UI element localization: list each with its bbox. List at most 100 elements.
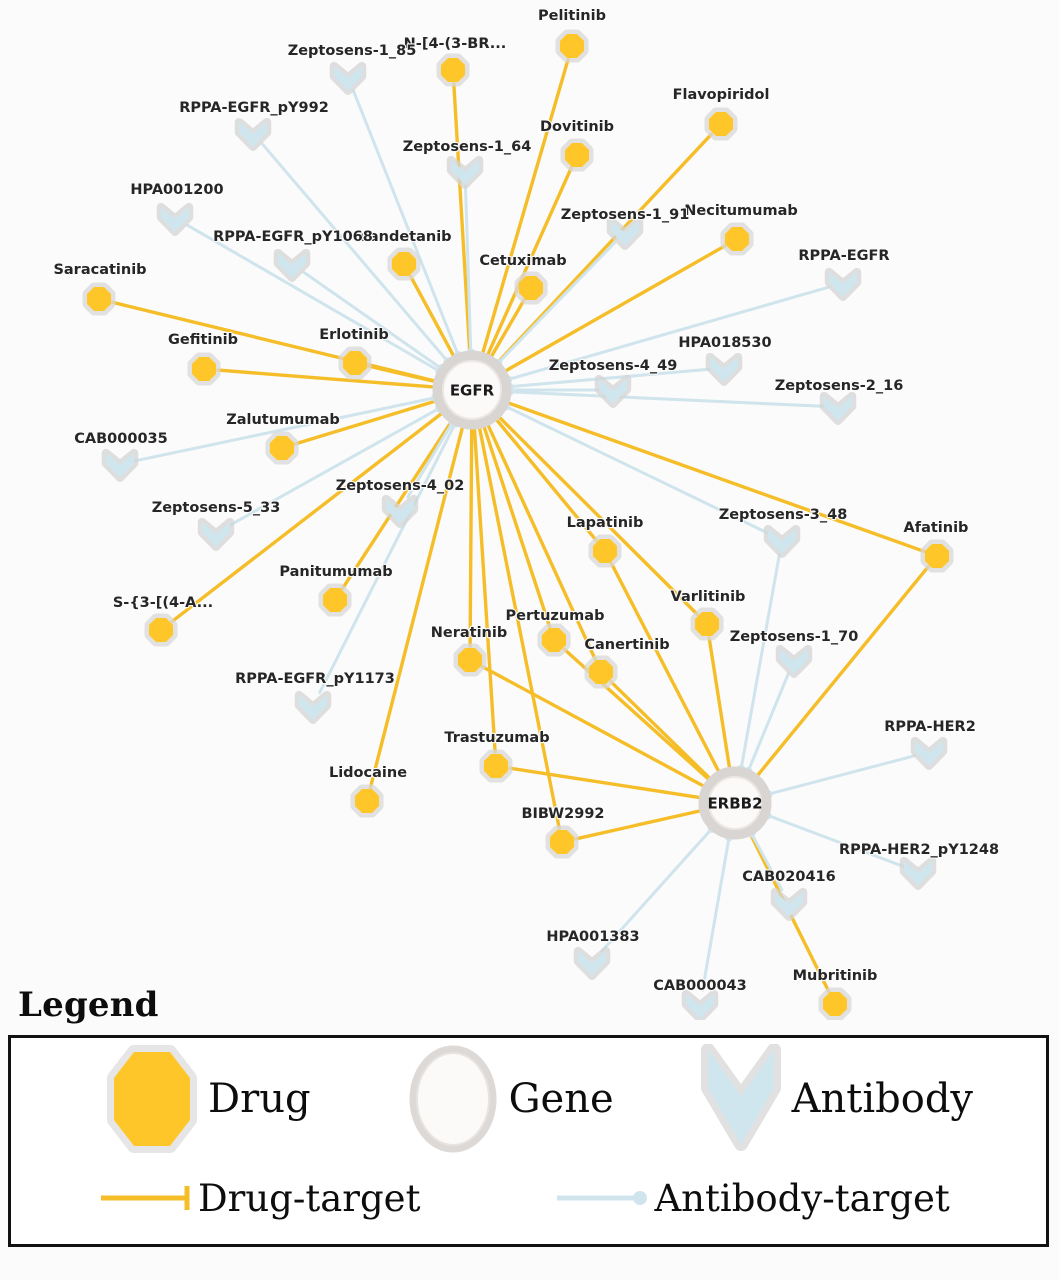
edge-antibody-target[interactable]: [302, 271, 447, 374]
antibody-node[interactable]: [705, 352, 743, 386]
antibody-node[interactable]: [273, 248, 311, 282]
edge-drug-target[interactable]: [484, 298, 526, 363]
drug-node[interactable]: [818, 987, 852, 1020]
edge-drug-target[interactable]: [508, 766, 704, 805]
antibody-node[interactable]: [234, 117, 272, 151]
antibody-node[interactable]: [606, 216, 644, 250]
drug-label: Afatinib: [904, 520, 969, 536]
drug-label: Dovitinib: [540, 119, 614, 135]
drug-node[interactable]: [350, 784, 384, 818]
edge-drug-target[interactable]: [452, 82, 477, 356]
gene-label: EGFR: [450, 382, 495, 400]
antibody-target-edge-icon: [557, 1191, 648, 1205]
drug-label: Neratinib: [431, 625, 507, 641]
edge-antibody-target[interactable]: [736, 553, 781, 775]
drug-node[interactable]: [704, 107, 738, 141]
drug-node[interactable]: [436, 53, 470, 87]
antibody-label: HPA001200: [130, 182, 223, 198]
legend-item-drug: Drug: [106, 1044, 311, 1154]
drug-label: Lidocaine: [329, 765, 407, 781]
antibody-node[interactable]: [770, 887, 808, 921]
antibody-label: Zeptosens-3_48: [719, 507, 848, 523]
network-graph[interactable]: Pelitinib N-[4-(3-BR... Flavopiridol Doviti…: [0, 0, 1059, 1020]
edge-antibody-target[interactable]: [762, 810, 906, 869]
drug-node[interactable]: [387, 247, 421, 281]
drug-node[interactable]: [555, 29, 589, 63]
antibody-node[interactable]: [899, 856, 937, 890]
edge-antibody-target[interactable]: [318, 418, 460, 695]
antibody-label: RPPA-HER2_pY1248: [839, 842, 999, 858]
drug-node[interactable]: [514, 271, 548, 305]
drug-label: Varlitinib: [671, 589, 746, 605]
antibody-label: Zeptosens-5_33: [152, 500, 281, 516]
edge-drug-target[interactable]: [750, 565, 930, 782]
antibody-label: CAB000043: [653, 978, 746, 994]
drug-label: Necitumumab: [684, 203, 798, 219]
antibody-node[interactable]: [763, 524, 801, 558]
drug-label: Erlotinib: [319, 327, 389, 343]
drug-node[interactable]: [584, 655, 618, 689]
edge-antibody-target[interactable]: [763, 754, 916, 799]
nodes-layer: [82, 29, 954, 1020]
antibody-node[interactable]: [573, 946, 611, 980]
antibody-label: CAB000035: [74, 431, 167, 447]
antibody-label: Zeptosens-1_91: [561, 207, 690, 223]
legend-edges-row: Drug-target Antibody-target: [11, 1160, 1046, 1236]
antibody-label: Zeptosens-4_02: [336, 478, 465, 494]
drug-node[interactable]: [479, 749, 513, 783]
drug-icon: [107, 1045, 197, 1153]
drug-node[interactable]: [453, 643, 487, 677]
edges-layer: [110, 57, 930, 994]
drug-label: BIBW2992: [521, 806, 604, 822]
drug-label: S-{3-[(4-A...: [113, 595, 213, 611]
legend-title: Legend: [18, 985, 159, 1025]
edge-antibody-target[interactable]: [701, 831, 734, 992]
antibody-node[interactable]: [594, 374, 632, 408]
drug-target-edge-icon: [101, 1186, 190, 1210]
edge-drug-target[interactable]: [707, 636, 737, 772]
drug-node[interactable]: [318, 583, 352, 617]
antibody-node[interactable]: [101, 448, 139, 482]
antibody-node[interactable]: [294, 690, 332, 724]
antibody-node[interactable]: [329, 61, 367, 95]
drug-node[interactable]: [144, 613, 178, 647]
legend-item-gene: Gene: [407, 1044, 614, 1154]
antibody-label: Zeptosens-1_64: [403, 139, 532, 155]
drug-label: Canertinib: [584, 637, 669, 653]
drug-label: Saracatinib: [53, 262, 146, 278]
drug-node[interactable]: [720, 222, 754, 256]
drug-node[interactable]: [920, 539, 954, 573]
antibody-label: CAB020416: [742, 869, 835, 885]
drug-node[interactable]: [537, 623, 571, 657]
drug-node[interactable]: [588, 534, 622, 568]
antibody-node[interactable]: [824, 267, 862, 301]
antibody-node[interactable]: [910, 736, 948, 770]
gene-node-egfr[interactable]: [432, 350, 512, 430]
antibody-node[interactable]: [775, 644, 813, 678]
antibody-node[interactable]: [819, 391, 857, 425]
drug-label: Pertuzumab: [506, 608, 605, 624]
antibody-node[interactable]: [681, 989, 719, 1020]
edge-drug-target[interactable]: [492, 410, 699, 616]
antibody-node[interactable]: [156, 202, 194, 236]
antibody-node[interactable]: [197, 517, 235, 551]
legend-label-antibody: Antibody: [791, 1076, 974, 1122]
drug-node[interactable]: [338, 346, 372, 380]
drug-label: Zalutumumab: [226, 412, 340, 428]
drug-node[interactable]: [187, 352, 221, 386]
drug-node[interactable]: [265, 431, 299, 465]
drug-node[interactable]: [545, 825, 579, 859]
legend-box: Drug Gene Antibody: [8, 1035, 1049, 1247]
legend-edge-drug-target: Drug-target: [99, 1177, 420, 1220]
legend: Legend Drug Gene: [0, 985, 1059, 1280]
legend-label-antibody-target: Antibody-target: [654, 1176, 950, 1220]
antibody-label: RPPA-EGFR_pY1173: [235, 671, 395, 687]
drug-node[interactable]: [690, 607, 724, 641]
drug-label: Trastuzumab: [444, 730, 549, 746]
drug-node[interactable]: [82, 282, 116, 316]
drug-node[interactable]: [560, 138, 594, 172]
antibody-node[interactable]: [381, 494, 419, 528]
antibody-node[interactable]: [446, 155, 484, 189]
gene-node-erbb2[interactable]: [698, 766, 772, 840]
